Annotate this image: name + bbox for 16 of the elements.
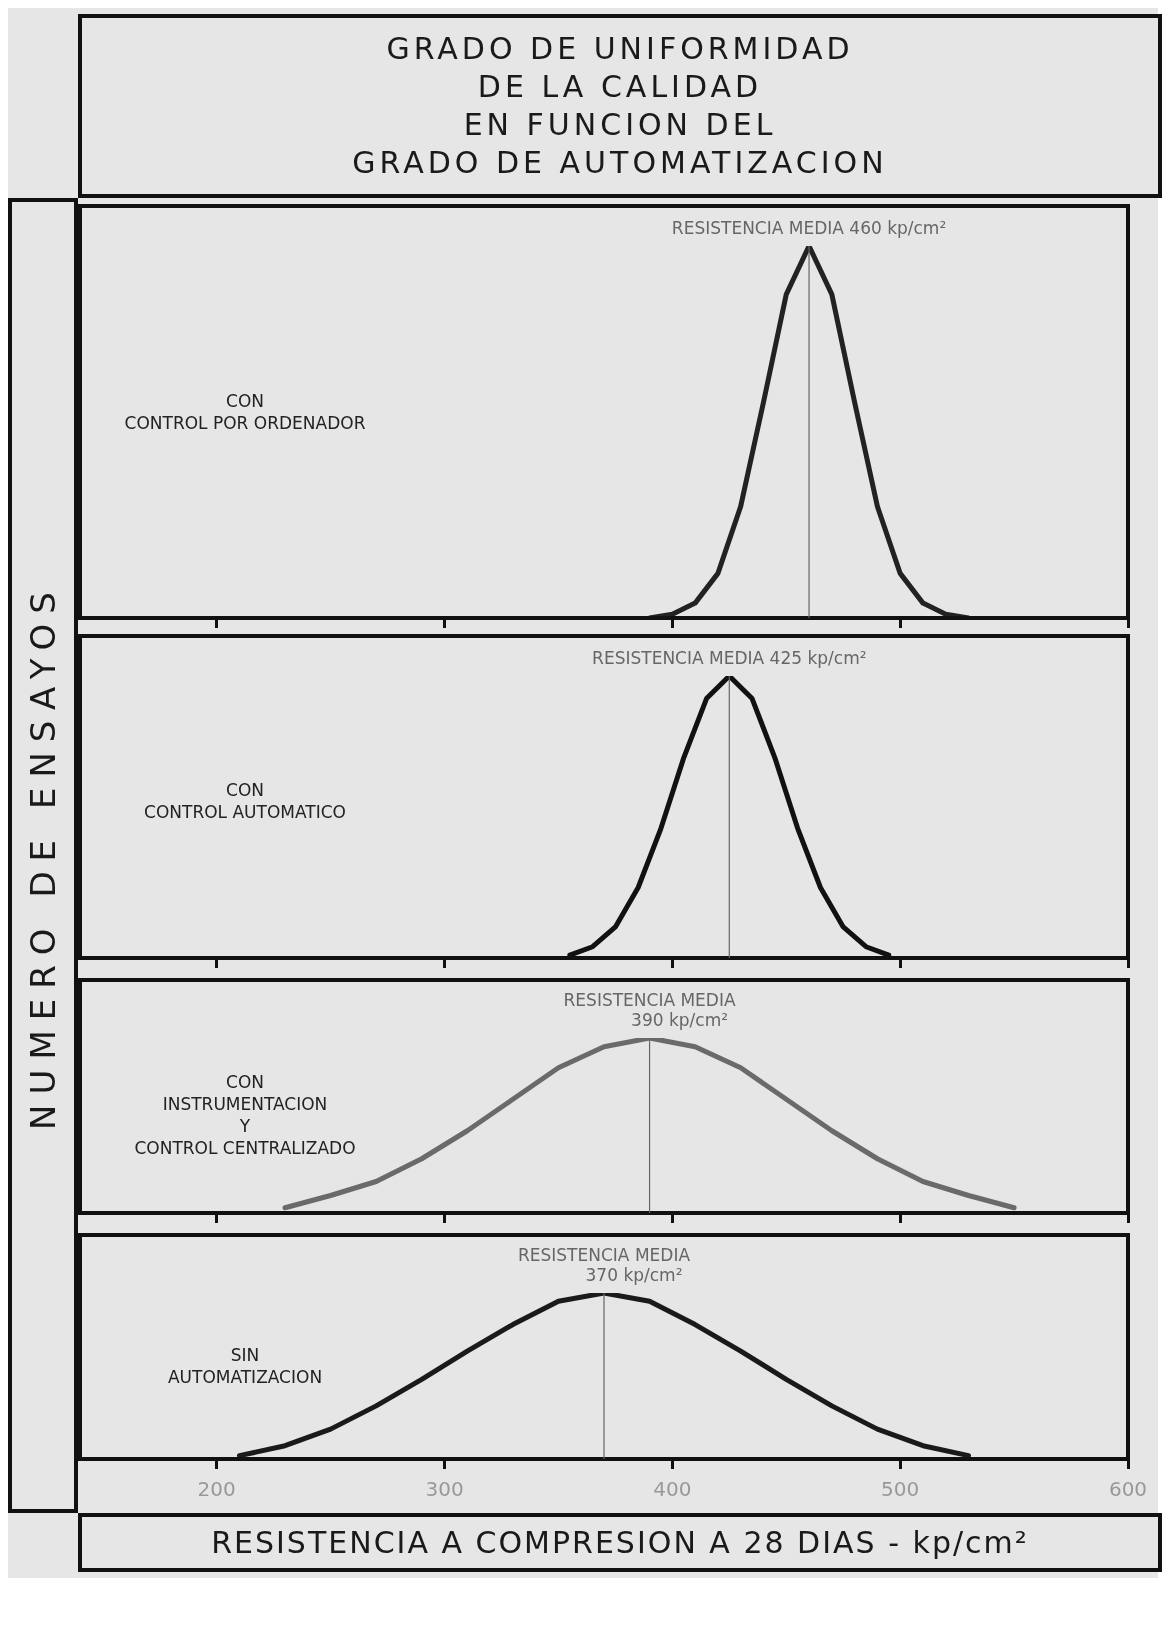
x-tick-label: 600	[1108, 1477, 1148, 1502]
annotation: CON CONTROL AUTOMATICO	[144, 780, 346, 823]
ref-line-label: RESISTENCIA MEDIA 425 kp/cm²	[592, 647, 867, 668]
ref-line-label: RESISTENCIA MEDIA 370 kp/cm²	[517, 1244, 691, 1285]
x-tick-label: 300	[425, 1477, 464, 1502]
x-axis-title: RESISTENCIA A COMPRESION A 28 DIAS - kp/cm²	[78, 1513, 1162, 1572]
x-tick-label: 500	[881, 1477, 920, 1502]
ref-line-label: RESISTENCIA MEDIA 390 kp/cm²	[563, 989, 736, 1030]
annotation: SIN AUTOMATIZACION	[167, 1345, 323, 1388]
x-tick-label: 200	[197, 1477, 236, 1502]
annotation: CON INSTRUMENTACION Y CONTROL CENTRALIZADO	[134, 1072, 356, 1159]
chart-title: GRADO DE UNIFORMIDAD DE LA CALIDAD EN FUNCION DEL GRADO DE AUTOMATIZACION	[351, 30, 889, 182]
annotation: CON CONTROL POR ORDENADOR	[124, 390, 366, 433]
y-axis-title: NUMERO DE ENSAYOS	[23, 581, 63, 1130]
x-tick-label: 400	[653, 1477, 692, 1502]
ref-line-label: RESISTENCIA MEDIA 460 kp/cm²	[671, 217, 947, 238]
